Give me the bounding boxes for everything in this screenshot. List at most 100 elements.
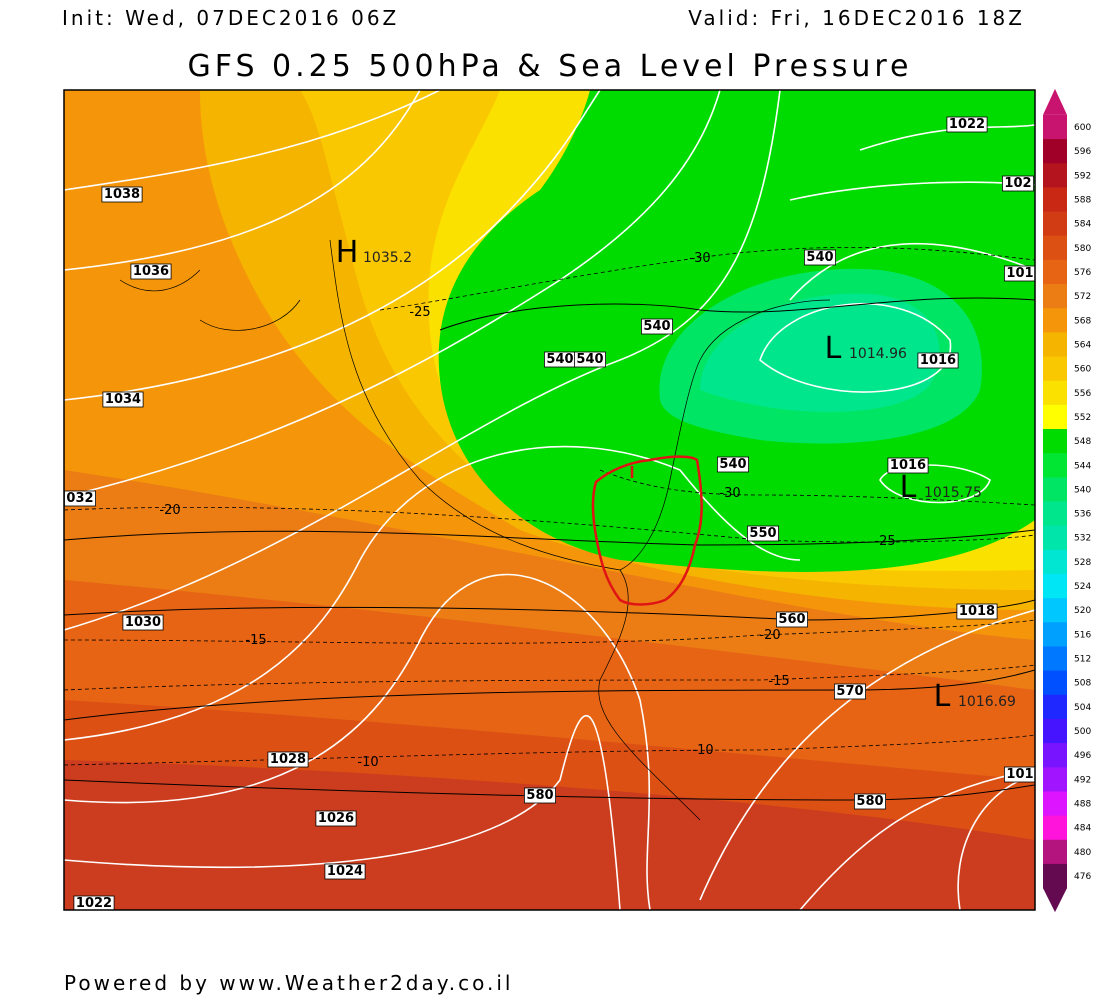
pressure-center-value: 1035.2 [363, 250, 412, 266]
isobar-label: 1016 [920, 353, 956, 368]
temperature-label: -30 [719, 486, 740, 501]
height-label: 540 [719, 457, 746, 472]
colorbar-label: 564 [1074, 340, 1091, 350]
height-label-box [776, 611, 808, 628]
colorbar-cell [1043, 501, 1067, 527]
init-time: Init: Wed, 07DEC2016 06Z [62, 6, 399, 30]
colorbar-cell [1043, 477, 1067, 502]
isobar-label-box [1004, 265, 1035, 282]
colorbar-cell [1043, 284, 1067, 309]
temperature-label: -20 [159, 503, 180, 518]
colorbar-label: 592 [1074, 171, 1091, 181]
height-label-group: 540 [641, 318, 673, 335]
isobar-label: 1026 [318, 811, 354, 826]
temperature-label: -20 [759, 628, 780, 643]
colorbar-label: 584 [1074, 220, 1091, 230]
height-label-box [524, 787, 556, 804]
height-label-box [747, 525, 779, 542]
height-label: 540 [643, 319, 670, 334]
colorbar-cell [1043, 211, 1067, 237]
pressure-center-symbol: L [825, 331, 842, 366]
isobar-label-group: 1022 [73, 895, 115, 910]
temperature-label: -25 [409, 305, 430, 320]
colorbar-cell [1043, 332, 1067, 358]
isobar-label-box [1004, 766, 1035, 783]
colorbar-cell [1043, 259, 1067, 285]
height-label: 580 [526, 788, 553, 803]
colorbar-bottom-cap [1043, 888, 1067, 913]
colorbar-cell [1043, 791, 1067, 817]
isobar-label: 1038 [104, 187, 140, 202]
isobar-label: 1034 [105, 392, 141, 407]
colorbar-cell [1043, 767, 1067, 792]
isobar-label-group: 1028 [267, 751, 309, 768]
isobar-label-group: 1038 [101, 186, 143, 203]
height-label-group: 580 [854, 793, 886, 810]
isobar-label-group: 101 [1004, 265, 1035, 282]
pressure-center-symbol: L [900, 470, 917, 505]
height-label: 540 [576, 352, 603, 367]
isobar-label-group: 1026 [315, 810, 357, 827]
colorbar-label: 496 [1074, 751, 1091, 761]
pressure-center-value: 1016.69 [958, 694, 1016, 710]
isobar-label-box [946, 116, 988, 133]
valid-time: Valid: Fri, 16DEC2016 18Z [688, 6, 1025, 30]
footer: Powered by www.Weather2day.co.il [64, 971, 513, 995]
temperature-label: -30 [689, 251, 710, 266]
colorbar-cell [1043, 646, 1067, 672]
isobar-label: 1036 [133, 264, 169, 279]
height-label-group: 560 [776, 611, 808, 628]
isobar-label-box [102, 391, 144, 408]
colorbar-label: 484 [1074, 824, 1091, 834]
isobar-label-group: 1036 [130, 263, 172, 280]
colorbar-cell [1043, 163, 1067, 188]
colorbar-cell [1043, 114, 1067, 140]
height-label: 580 [856, 794, 883, 809]
colorbar-cell [1043, 187, 1067, 213]
isobar-label-group: 1018 [956, 603, 998, 620]
isobar-label-box [887, 457, 929, 474]
colorbar-cell [1043, 525, 1067, 551]
height-label-box [804, 249, 836, 266]
colorbar-label: 500 [1074, 727, 1091, 737]
height-label-group: 580 [524, 787, 556, 804]
colorbar-label: 552 [1074, 413, 1091, 423]
colorbar-label: 600 [1074, 123, 1091, 133]
colorbar-cell [1043, 573, 1067, 599]
colorbar: 600 596 592 588 584 580 576 572 568 564 560 556 552 5… [1043, 88, 1091, 913]
isobar-label-box [956, 603, 998, 620]
temperature-label: -10 [692, 743, 713, 758]
isobar-label: 1028 [270, 752, 306, 767]
isobar-label-box [1002, 175, 1034, 192]
colorbar-label: 548 [1074, 437, 1091, 447]
height-label: 550 [749, 526, 776, 541]
colorbar-cell [1043, 815, 1067, 841]
colorbar-cell [1043, 670, 1067, 696]
pressure-center-value: 1015.75 [924, 485, 982, 501]
height-label-box [574, 351, 606, 368]
temperature-label: -25 [874, 534, 895, 549]
colorbar-label: 540 [1074, 485, 1091, 495]
colorbar-label: 508 [1074, 679, 1091, 689]
colorbar-cell [1043, 356, 1067, 382]
height-label: 540 [546, 352, 573, 367]
height-label-group: 570 [834, 683, 866, 700]
height-label-group: 540 [574, 351, 606, 368]
isobar-label-group: 1034 [102, 391, 144, 408]
isobar-label: 1018 [959, 604, 995, 619]
temperature-label: -10 [357, 755, 378, 770]
colorbar-cell [1043, 598, 1067, 623]
colorbar-cell [1043, 139, 1067, 164]
height-label: 570 [836, 684, 863, 699]
colorbar-cell [1043, 404, 1067, 430]
colorbar-cell [1043, 380, 1067, 406]
height-label: 560 [778, 612, 805, 627]
height-label-group: 540 [544, 351, 576, 368]
colorbar-label: 532 [1074, 534, 1091, 544]
colorbar-label: 516 [1074, 630, 1091, 640]
height-label-group: 540 [804, 249, 836, 266]
isobar-label-group: 1024 [324, 863, 366, 880]
map-title: GFS 0.25 500hPa & Sea Level Pressure [187, 49, 912, 84]
